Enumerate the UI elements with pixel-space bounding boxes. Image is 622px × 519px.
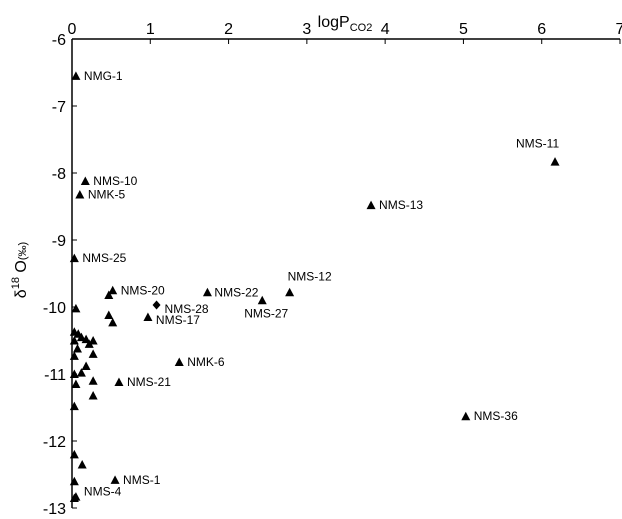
triangle-marker — [71, 71, 81, 80]
y-axis-title: δ18 O(‰) — [10, 242, 30, 298]
triangle-marker — [366, 200, 376, 210]
x-axis-title-main: logP — [318, 14, 350, 31]
point-label: NMS-25 — [82, 251, 126, 265]
triangle-marker — [550, 157, 560, 166]
point-label: NMS-13 — [379, 198, 423, 212]
triangle-marker — [69, 493, 79, 502]
triangle-marker — [110, 475, 120, 484]
y-axis-title-sup: 18 — [10, 277, 22, 289]
triangle-marker — [80, 176, 90, 186]
triangle-marker — [84, 339, 94, 348]
y-tick-label: -12 — [43, 434, 66, 451]
triangle-marker — [69, 369, 79, 378]
y-tick-label: -9 — [52, 233, 66, 250]
triangle-marker — [104, 290, 114, 299]
triangle-marker — [88, 336, 98, 345]
data-points — [69, 71, 560, 502]
x-axis-title: logPCO2 — [318, 14, 373, 34]
triangle-marker — [461, 411, 471, 421]
triangle-marker — [76, 332, 86, 342]
triangle-marker — [202, 287, 212, 297]
y-axis-title-sub: (‰) — [17, 242, 29, 260]
triangle-marker — [71, 303, 81, 313]
triangle-marker — [88, 376, 98, 385]
point-label: NMS-20 — [121, 283, 165, 297]
x-tick-label: 6 — [537, 21, 546, 38]
point-label: NMS-21 — [127, 375, 171, 389]
triangle-marker — [88, 349, 98, 358]
point-label: NMK-6 — [187, 355, 225, 369]
y-tick-label: -13 — [43, 501, 66, 518]
y-tick-label: -11 — [44, 367, 66, 384]
point-label: NMS-17 — [156, 313, 200, 327]
triangle-marker — [76, 368, 86, 377]
point-label: NMS-1 — [123, 473, 161, 487]
triangle-marker — [69, 476, 79, 486]
point-label: NMG-1 — [84, 69, 123, 83]
triangle-marker — [69, 336, 79, 345]
diamond-marker — [152, 300, 161, 310]
triangle-marker — [143, 312, 153, 322]
triangle-marker — [69, 449, 79, 459]
x-tick-label: 4 — [381, 21, 390, 38]
triangle-marker — [81, 361, 91, 370]
triangle-marker — [174, 357, 184, 366]
triangle-marker — [69, 401, 79, 411]
triangle-marker — [108, 285, 118, 295]
point-label: NMS-22 — [214, 285, 258, 299]
triangle-marker — [257, 295, 267, 305]
x-tick-label: 3 — [302, 21, 311, 38]
triangle-marker — [72, 344, 82, 353]
point-label: NMS-36 — [474, 409, 518, 423]
triangle-marker — [285, 287, 295, 297]
point-label: NMK-5 — [88, 187, 126, 201]
point-label: NMS-11 — [516, 137, 559, 151]
triangle-marker — [69, 351, 79, 360]
y-tick-label: -7 — [52, 99, 66, 116]
axes: 0 1 2 3 4 5 6 7 -6 -7 -8 -9 -10 -11 -12 -13 — [43, 21, 622, 518]
triangle-marker — [71, 379, 81, 389]
triangle-marker — [104, 310, 114, 320]
y-axis-title-delta: δ — [13, 289, 30, 298]
y-tick-label: -10 — [43, 300, 66, 317]
x-tick-label: 0 — [68, 21, 77, 38]
triangle-marker — [108, 317, 118, 327]
point-label: NMS-28 — [165, 302, 209, 316]
triangle-marker — [75, 189, 85, 199]
point-label: NMS-12 — [288, 269, 332, 283]
triangle-marker — [77, 459, 87, 469]
y-tick-label: -8 — [52, 166, 66, 183]
y-tick-label: -6 — [52, 32, 66, 49]
triangle-marker — [88, 390, 98, 400]
x-axis-title-sub: CO2 — [350, 22, 373, 34]
x-tick-label: 5 — [459, 21, 468, 38]
point-label: NMS-4 — [84, 485, 122, 499]
point-label: NMS-10 — [93, 174, 137, 188]
x-tick-label: 2 — [224, 21, 233, 38]
x-tick-label: 1 — [146, 21, 155, 38]
point-label: NMS-27 — [244, 306, 288, 320]
triangle-marker — [69, 253, 79, 263]
y-axis-title-main: O — [13, 260, 30, 277]
triangle-marker — [114, 377, 124, 387]
x-tick-label: 7 — [616, 21, 622, 38]
